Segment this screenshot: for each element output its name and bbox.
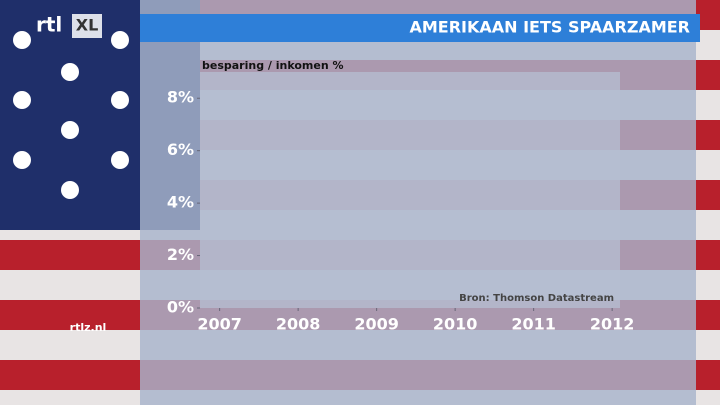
x-tick-label: 2009 [354,315,399,334]
x-tick-label: 2008 [276,315,321,334]
y-tick-label: 8% [167,88,194,107]
logo: rtl XL [36,13,102,38]
x-tick-label: 2011 [511,315,556,334]
x-tick-label: 2010 [433,315,478,334]
logo-badge: XL [76,16,99,35]
chart-title: AMERIKAAN IETS SPAARZAMER [409,18,690,37]
y-tick-label: 0% [167,298,194,317]
source-note: Bron: Thomson Datastream [459,293,614,304]
y-axis-label: besparing / inkomen % [202,59,344,72]
website: rtlz.nl [70,321,107,334]
y-tick-label: 6% [167,140,194,159]
x-tick-label: 2012 [590,315,635,334]
title-bar [140,14,700,42]
plot-area [200,72,620,308]
y-tick-label: 2% [167,245,194,264]
logo-text: rtl [36,13,62,37]
x-tick-label: 2007 [197,315,242,334]
y-tick-label: 4% [167,193,194,212]
logo-badge-box [72,14,102,38]
